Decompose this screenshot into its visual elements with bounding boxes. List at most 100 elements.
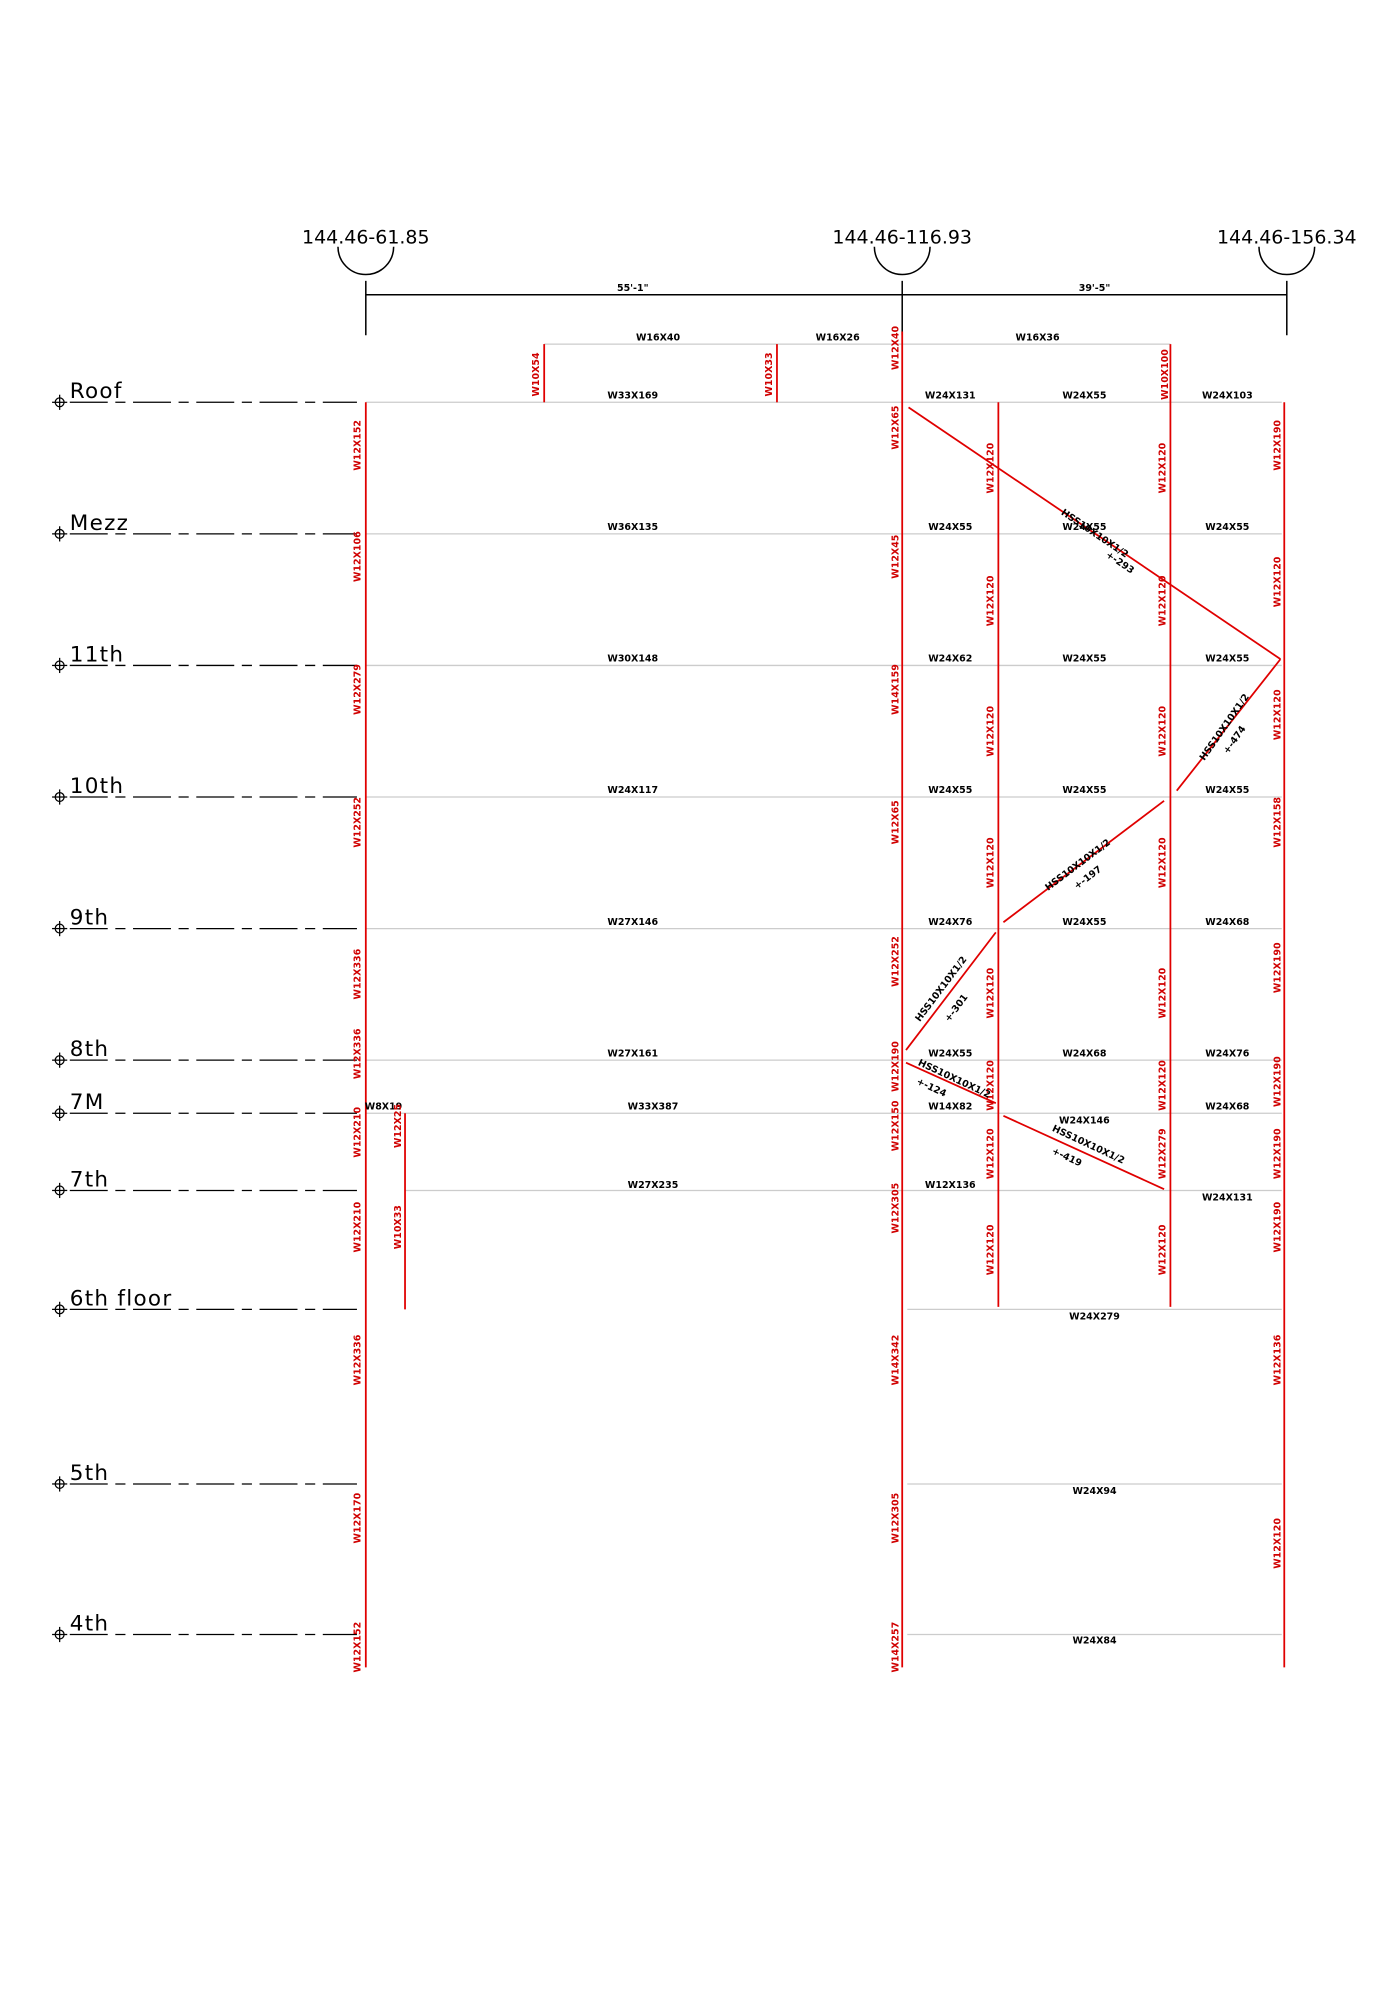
column-label: W14X159 — [890, 664, 901, 715]
column-label: W10X33 — [393, 1205, 404, 1249]
column-label: W12X120 — [1157, 575, 1168, 626]
column-label: W12X190 — [1272, 420, 1283, 471]
beam-label: W24X68 — [1062, 1048, 1106, 1059]
column-label: W12X120 — [1157, 967, 1168, 1018]
beam-label: W24X55 — [1205, 785, 1249, 796]
column-label: W12X305 — [890, 1493, 901, 1544]
column-label: W12X336 — [353, 948, 364, 999]
column-label: W12X120 — [1272, 1518, 1283, 1569]
level-label: Mezz — [70, 511, 129, 536]
beam-label: W24X68 — [1205, 1101, 1249, 1112]
brace-lines — [905, 406, 1282, 1190]
column-label: W12X305 — [890, 1183, 901, 1234]
column-label: W12X190 — [1272, 1128, 1283, 1179]
column-label: W10X100 — [1160, 349, 1171, 400]
level-label: 7th — [70, 1167, 110, 1192]
beam-label: W24X55 — [1062, 917, 1106, 928]
beam-label: W8X19 — [365, 1101, 403, 1112]
beam-label: W24X76 — [1205, 1048, 1250, 1059]
column-label: W12X65 — [890, 406, 901, 450]
column-label: W12X65 — [890, 800, 901, 844]
beam-label: W14X82 — [928, 1101, 972, 1112]
column-label: W12X252 — [353, 797, 364, 848]
level-label: 7M — [70, 1090, 105, 1115]
column-label: W12X152 — [353, 420, 364, 471]
column-label: W12X252 — [890, 936, 901, 987]
column-label: W12X120 — [1272, 689, 1283, 740]
beam-label: W16X40 — [636, 332, 681, 343]
beam-label: W33X387 — [628, 1101, 679, 1112]
beam-label: W24X55 — [928, 785, 972, 796]
column-label: W12X210 — [353, 1201, 364, 1252]
column-label: W12X120 — [985, 967, 996, 1018]
beam-label: W24X55 — [1062, 390, 1106, 401]
column-label: W12X120 — [1272, 556, 1283, 607]
level-label: 11th — [70, 642, 124, 667]
column-label: W12X336 — [353, 1334, 364, 1385]
beam-label: W24X76 — [928, 917, 973, 928]
level-label: 4th — [70, 1611, 110, 1636]
column-label: W14X342 — [890, 1335, 901, 1386]
level-label: 9th — [70, 905, 110, 930]
column-label: W10X33 — [764, 352, 775, 396]
beam-label: W12X136 — [925, 1180, 976, 1191]
level-label: 8th — [70, 1037, 110, 1062]
beam-label: W27X161 — [607, 1048, 658, 1059]
column-label: W12X120 — [985, 1224, 996, 1275]
level-label: 5th — [70, 1461, 110, 1486]
column-label: W12X120 — [1157, 1060, 1168, 1111]
column-label: W12X190 — [1272, 1201, 1283, 1252]
column-lines — [364, 331, 1286, 1668]
column-label: W12X106 — [353, 531, 364, 582]
beam-label: W24X55 — [928, 522, 972, 533]
beam-label: W24X68 — [1205, 917, 1249, 928]
beam-label: W24X55 — [1205, 522, 1249, 533]
beam-label: W24X131 — [1202, 1193, 1253, 1204]
beam-label: W24X94 — [1072, 1486, 1117, 1497]
beam-label: W16X36 — [1016, 332, 1061, 343]
beam-label: W24X55 — [1062, 522, 1106, 533]
dimension: 55'-1" — [617, 283, 649, 294]
beam-label: W24X146 — [1059, 1115, 1110, 1126]
beam-label: W24X55 — [1062, 785, 1106, 796]
beam-label: W24X279 — [1069, 1311, 1120, 1322]
column-label: W10X54 — [531, 352, 542, 397]
beam-label: W30X148 — [607, 654, 658, 665]
column-label: W12X120 — [985, 1060, 996, 1111]
column-label: W12X190 — [1272, 1056, 1283, 1107]
beam-label: W27X146 — [607, 917, 658, 928]
level-label: Roof — [70, 379, 123, 404]
column-label: W12X120 — [985, 705, 996, 756]
level-label: 10th — [70, 774, 124, 799]
column-label: W12X120 — [1157, 442, 1168, 493]
column-label: W12X120 — [985, 442, 996, 493]
grid-label: 144.46-156.34 — [1217, 226, 1357, 248]
column-label: W14X257 — [890, 1622, 901, 1673]
dimension: 39'-5" — [1079, 283, 1111, 294]
column-label: W12X279 — [1157, 1128, 1168, 1179]
beam-label: W24X84 — [1072, 1635, 1117, 1646]
beam-label: W24X55 — [928, 1048, 972, 1059]
column-label: W12X158 — [1272, 797, 1283, 848]
beam-label: W24X117 — [607, 785, 658, 796]
column-label: W12X120 — [1157, 705, 1168, 756]
column-label: W12X152 — [353, 1622, 364, 1673]
beam-label: W27X235 — [628, 1180, 679, 1191]
grid-label: 144.46-116.93 — [832, 226, 972, 248]
level-label: 6th floor — [70, 1286, 173, 1311]
column-label: W12X40 — [890, 325, 901, 370]
column-label: W12X120 — [985, 837, 996, 888]
beam-label: W24X131 — [925, 390, 976, 401]
beam-label: W24X103 — [1202, 390, 1253, 401]
column-label: W12X190 — [890, 1041, 901, 1092]
beam-label: W36X135 — [607, 522, 658, 533]
beam-label: W16X26 — [816, 332, 861, 343]
beam-lines — [365, 343, 1282, 1636]
column-label: W12X170 — [353, 1492, 364, 1543]
column-label: W12X136 — [1272, 1334, 1283, 1385]
column-label: W12X190 — [1272, 942, 1283, 993]
brace-section: HSS10X10X1/2 — [913, 955, 969, 1025]
beam-label: W24X62 — [928, 654, 972, 665]
column-label: W12X120 — [985, 1128, 996, 1179]
